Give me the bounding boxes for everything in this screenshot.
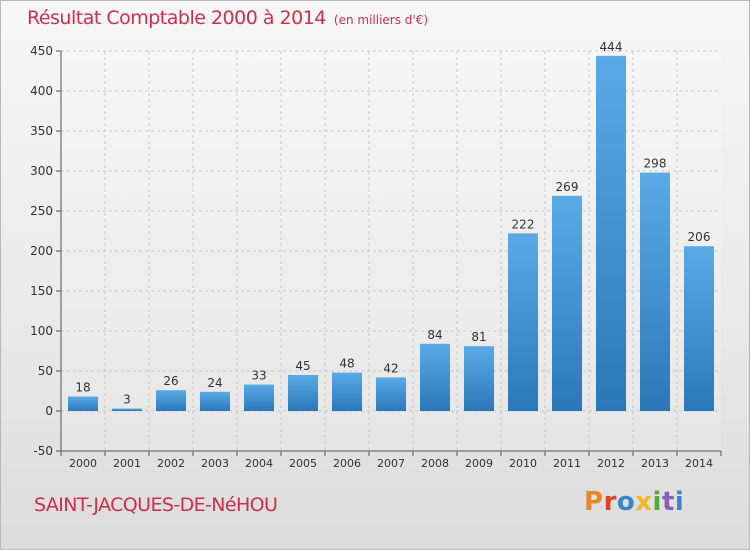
- bar-value-label: 444: [600, 40, 623, 54]
- bar-value-label: 48: [339, 357, 354, 371]
- bar: [596, 55, 626, 412]
- bar: [332, 372, 362, 411]
- logo-letter: i: [674, 487, 685, 517]
- x-tick-label: 2013: [641, 457, 669, 470]
- logo-letter: t: [661, 487, 675, 517]
- y-tick-label: 350: [30, 124, 53, 138]
- bar: [464, 346, 494, 411]
- x-tick-label: 2001: [113, 457, 141, 470]
- x-tick-label: 2002: [157, 457, 185, 470]
- logo-letter: x: [635, 487, 653, 517]
- bar-value-label: 206: [688, 230, 711, 244]
- x-tick-label: 2012: [597, 457, 625, 470]
- x-tick-label: 2010: [509, 457, 537, 470]
- bar: [640, 172, 670, 411]
- bar: [112, 408, 142, 411]
- bar-value-label: 84: [427, 328, 442, 342]
- x-tick-label: 2014: [685, 457, 713, 470]
- bar-value-label: 222: [512, 217, 535, 231]
- x-tick-label: 2003: [201, 457, 229, 470]
- y-tick-label: 200: [30, 244, 53, 258]
- chart-title-block: Résultat Comptable 2000 à 2014 (en millie…: [27, 7, 428, 29]
- bar-value-label: 81: [471, 330, 486, 344]
- bar: [684, 246, 714, 411]
- bar: [552, 195, 582, 411]
- bar: [420, 343, 450, 411]
- y-tick-label: 100: [30, 324, 53, 338]
- logo-letter: P: [584, 487, 604, 517]
- logo-letter: o: [616, 487, 636, 517]
- y-tick-label: 150: [30, 284, 53, 298]
- x-tick-label: 2008: [421, 457, 449, 470]
- bar: [244, 384, 274, 411]
- bar-value-label: 3: [123, 393, 131, 407]
- bar-value-label: 298: [644, 157, 667, 171]
- bar-value-label: 18: [75, 381, 90, 395]
- bar-value-label: 24: [207, 376, 222, 390]
- bar: [200, 391, 230, 411]
- y-tick-label: 400: [30, 84, 53, 98]
- bar: [376, 377, 406, 411]
- bar-value-label: 26: [163, 374, 178, 388]
- x-tick-label: 2011: [553, 457, 581, 470]
- y-tick-label: 250: [30, 204, 53, 218]
- logo-letter: i: [652, 487, 662, 517]
- commune-name: SAINT-JACQUES-DE-NéHOU: [34, 494, 278, 516]
- x-tick-label: 2000: [69, 457, 97, 470]
- bar-value-label: 42: [383, 361, 398, 375]
- y-tick-label: -50: [33, 444, 53, 458]
- bar: [508, 233, 538, 411]
- y-tick-label: 50: [38, 364, 53, 378]
- x-tick-label: 2007: [377, 457, 405, 470]
- y-tick-label: 450: [30, 44, 53, 58]
- proxiti-logo[interactable]: Proxiti: [584, 487, 684, 517]
- x-tick-label: 2004: [245, 457, 273, 470]
- y-tick-label: 0: [45, 404, 53, 418]
- x-tick-label: 2009: [465, 457, 493, 470]
- x-tick-label: 2006: [333, 457, 361, 470]
- x-tick-label: 2005: [289, 457, 317, 470]
- bar: [68, 396, 98, 411]
- bar: [156, 390, 186, 411]
- bar-value-label: 269: [556, 180, 579, 194]
- chart-title: Résultat Comptable 2000 à 2014: [27, 7, 326, 29]
- bar: [288, 375, 318, 411]
- bar-value-label: 33: [251, 369, 266, 383]
- bar-value-label: 45: [295, 359, 310, 373]
- y-tick-label: 300: [30, 164, 53, 178]
- chart-subtitle: (en milliers d'€): [333, 13, 429, 27]
- logo-letter: r: [603, 487, 617, 517]
